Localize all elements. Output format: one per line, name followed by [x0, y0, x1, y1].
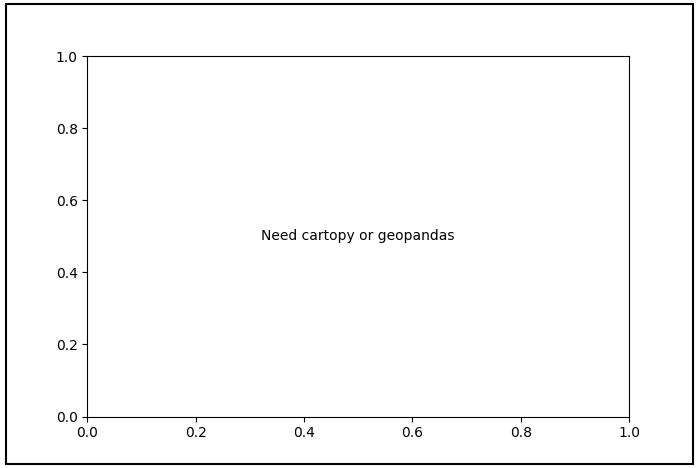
- Text: Need cartopy or geopandas: Need cartopy or geopandas: [261, 229, 455, 243]
